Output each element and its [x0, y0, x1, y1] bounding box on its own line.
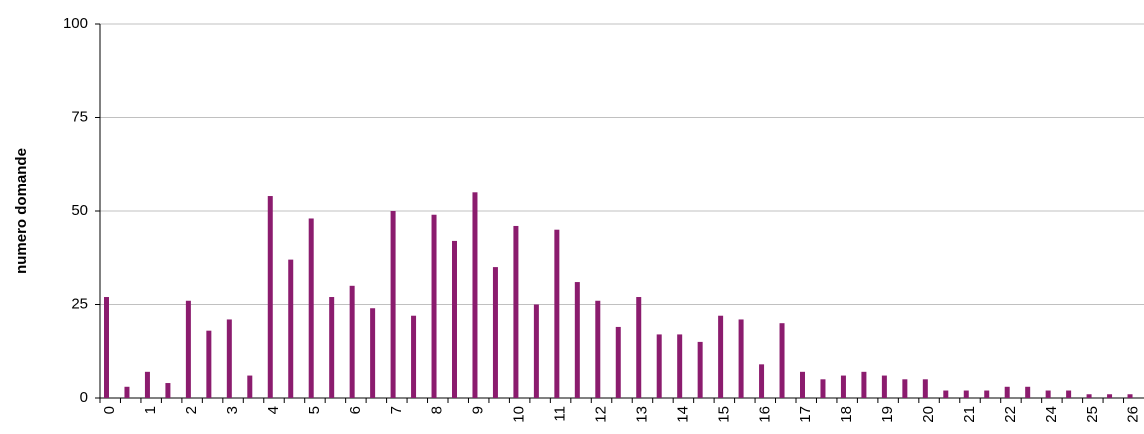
bar — [370, 308, 376, 398]
x-tick-label: 9 — [470, 406, 487, 414]
x-tick-label: 4 — [265, 406, 282, 414]
y-tick-label: 75 — [71, 108, 88, 125]
y-tick-label: 50 — [71, 202, 88, 219]
x-tick-label: 18 — [838, 406, 855, 423]
x-tick-label: 6 — [347, 406, 364, 414]
bar — [533, 304, 539, 398]
bar — [1004, 386, 1010, 398]
y-tick-label: 25 — [71, 295, 88, 312]
bar — [677, 334, 683, 398]
bar — [349, 285, 355, 398]
bar — [452, 240, 457, 398]
bar — [800, 371, 805, 398]
bar — [779, 323, 785, 398]
bar — [840, 375, 846, 398]
bar — [554, 229, 560, 398]
y-axis-title: numero domande — [13, 148, 30, 274]
x-tick-label: 5 — [306, 406, 323, 414]
bar — [492, 267, 498, 398]
bar — [1045, 390, 1051, 398]
bar — [1086, 394, 1092, 398]
bar — [656, 334, 662, 398]
bar — [329, 297, 335, 398]
bar — [697, 341, 703, 398]
x-tick-label: 2 — [183, 406, 200, 414]
bar — [1107, 394, 1113, 398]
x-tick-label: 17 — [797, 406, 814, 423]
bar — [267, 196, 273, 398]
bar — [759, 364, 765, 398]
x-tick-label: 1 — [142, 406, 159, 414]
x-tick-label: 26 — [1125, 406, 1142, 423]
bar — [738, 319, 744, 398]
bar — [206, 330, 212, 398]
x-tick-label: 3 — [224, 406, 241, 414]
bar — [144, 371, 150, 398]
bar — [288, 259, 294, 398]
x-tick-label: 13 — [633, 406, 650, 423]
x-tick-label: 22 — [1002, 406, 1019, 423]
x-tick-label: 20 — [920, 406, 937, 423]
x-tick-label: 21 — [961, 406, 978, 423]
bar — [1127, 394, 1133, 398]
x-tick-label: 0 — [101, 406, 118, 414]
x-tick-label: 14 — [674, 406, 691, 423]
bar — [615, 326, 621, 398]
bar — [104, 297, 109, 398]
bar — [1025, 386, 1031, 398]
y-tick-label: 100 — [63, 15, 88, 32]
bar — [820, 379, 826, 398]
bar — [513, 225, 519, 398]
x-tick-label: 8 — [429, 406, 446, 414]
x-tick-label: 24 — [1043, 406, 1060, 423]
bar — [308, 218, 314, 398]
bar — [922, 379, 928, 398]
bar — [1066, 390, 1072, 398]
bar — [411, 315, 417, 398]
bar — [595, 300, 601, 398]
bar — [226, 319, 232, 398]
bar — [431, 214, 437, 398]
x-tick-label: 12 — [592, 406, 609, 423]
bar — [390, 211, 396, 398]
bar — [902, 379, 908, 398]
x-tick-label: 16 — [756, 406, 773, 423]
x-tick-label: 11 — [552, 406, 569, 422]
bar — [861, 371, 867, 398]
bar — [574, 282, 580, 398]
bar — [943, 390, 949, 398]
bar — [124, 386, 130, 398]
bar — [984, 390, 990, 398]
x-tick-label: 25 — [1084, 406, 1101, 423]
bar — [881, 375, 887, 398]
bar — [185, 300, 191, 398]
bar — [963, 390, 969, 398]
bar — [472, 192, 478, 398]
x-tick-label: 7 — [388, 406, 405, 414]
x-tick-label: 19 — [879, 406, 896, 423]
bar — [718, 315, 724, 398]
x-tick-label: 10 — [511, 406, 528, 423]
bar — [636, 297, 642, 398]
bar — [165, 383, 171, 398]
x-tick-label: 15 — [715, 406, 732, 423]
bar — [247, 375, 253, 398]
y-tick-label: 0 — [80, 389, 88, 406]
